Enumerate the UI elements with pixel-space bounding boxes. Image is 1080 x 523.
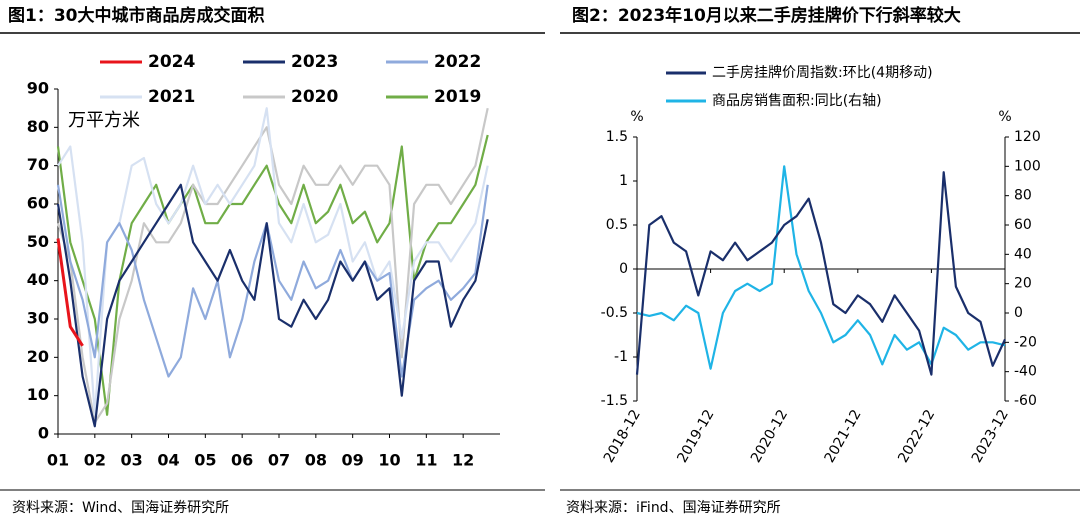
- y-tick-label: 1: [619, 173, 628, 189]
- y-tick-label: 0.5: [606, 217, 628, 233]
- series-line: [56, 238, 84, 347]
- y2-tick-label: 40: [1014, 246, 1032, 262]
- y-tick-label: 60: [27, 194, 49, 213]
- y-tick-label: 90: [27, 79, 49, 98]
- series-line: [56, 184, 489, 378]
- legend-label: 2023: [291, 52, 338, 72]
- y2-axis-label: %: [998, 109, 1011, 125]
- legend-label: 2022: [434, 52, 481, 72]
- x-tick-label: 10: [378, 451, 400, 470]
- y2-tick-label: -60: [1014, 393, 1037, 409]
- x-tick-label: 2018-12: [601, 407, 644, 466]
- y-tick-label: 1.5: [606, 129, 628, 145]
- x-tick-label: 03: [121, 451, 143, 470]
- source: 资料来源：Wind、国海证券研究所: [12, 500, 229, 516]
- y-tick-label: -1: [614, 349, 628, 365]
- x-tick-label: 2020-12: [748, 407, 791, 466]
- y-tick-label: 0: [619, 261, 628, 277]
- series-line: [56, 134, 489, 416]
- y-tick-label: 30: [27, 309, 49, 328]
- y-tick-label: -1.5: [601, 393, 628, 409]
- unit-annotation: 万平方米: [68, 110, 140, 131]
- y2-tick-label: 120: [1014, 129, 1041, 145]
- x-tick-label: 05: [194, 451, 216, 470]
- y2-tick-label: 100: [1014, 158, 1041, 174]
- x-tick-label: 11: [415, 451, 437, 470]
- y2-tick-label: 60: [1014, 217, 1032, 233]
- legend-label: 2020: [291, 87, 338, 107]
- x-tick-label: 02: [84, 451, 106, 470]
- chart-title: 图1：30大中城市商品房成交面积: [8, 5, 265, 26]
- x-tick-label: 2023-12: [969, 407, 1012, 466]
- y-tick-label: 50: [27, 232, 49, 251]
- x-tick-label: 07: [268, 451, 290, 470]
- y-tick-label: 0: [38, 424, 49, 443]
- y-axis-label: %: [630, 109, 643, 125]
- legend-label: 二手房挂牌价周指数:环比(4期移动): [712, 64, 933, 81]
- series-line: [56, 183, 489, 428]
- series-line: [57, 107, 489, 416]
- y-tick-label: -0.5: [601, 305, 628, 321]
- legend-label: 商品房销售面积:同比(右轴): [712, 93, 882, 109]
- legend-label: 2019: [434, 87, 481, 107]
- y-tick-label: 40: [27, 270, 49, 289]
- y2-tick-label: 80: [1014, 188, 1032, 204]
- x-tick-label: 12: [452, 451, 474, 470]
- series-line: [636, 165, 1006, 370]
- x-tick-label: 08: [305, 451, 327, 470]
- x-tick-label: 2021-12: [822, 407, 865, 466]
- y2-tick-label: 0: [1014, 305, 1023, 321]
- y2-tick-label: -20: [1014, 334, 1037, 350]
- x-tick-label: 2022-12: [895, 407, 938, 466]
- legend-label: 2021: [148, 87, 195, 107]
- y-tick-label: 70: [27, 155, 49, 174]
- y-tick-label: 20: [27, 347, 49, 366]
- source: 资料来源：iFind、国海证券研究所: [566, 500, 781, 516]
- x-tick-label: 06: [231, 451, 253, 470]
- y2-tick-label: 20: [1014, 276, 1032, 292]
- x-tick-label: 2019-12: [674, 407, 717, 466]
- y2-tick-label: -40: [1014, 364, 1037, 380]
- series-line: [635, 171, 1006, 376]
- y-tick-label: 80: [27, 117, 49, 136]
- legend-label: 2024: [148, 52, 195, 72]
- x-tick-label: 09: [342, 451, 364, 470]
- x-tick-label: 04: [157, 451, 179, 470]
- chart-title: 图2：2023年10月以来二手房挂牌价下行斜率较大: [572, 5, 961, 26]
- x-tick-label: 01: [47, 451, 69, 470]
- y-tick-label: 10: [27, 385, 49, 404]
